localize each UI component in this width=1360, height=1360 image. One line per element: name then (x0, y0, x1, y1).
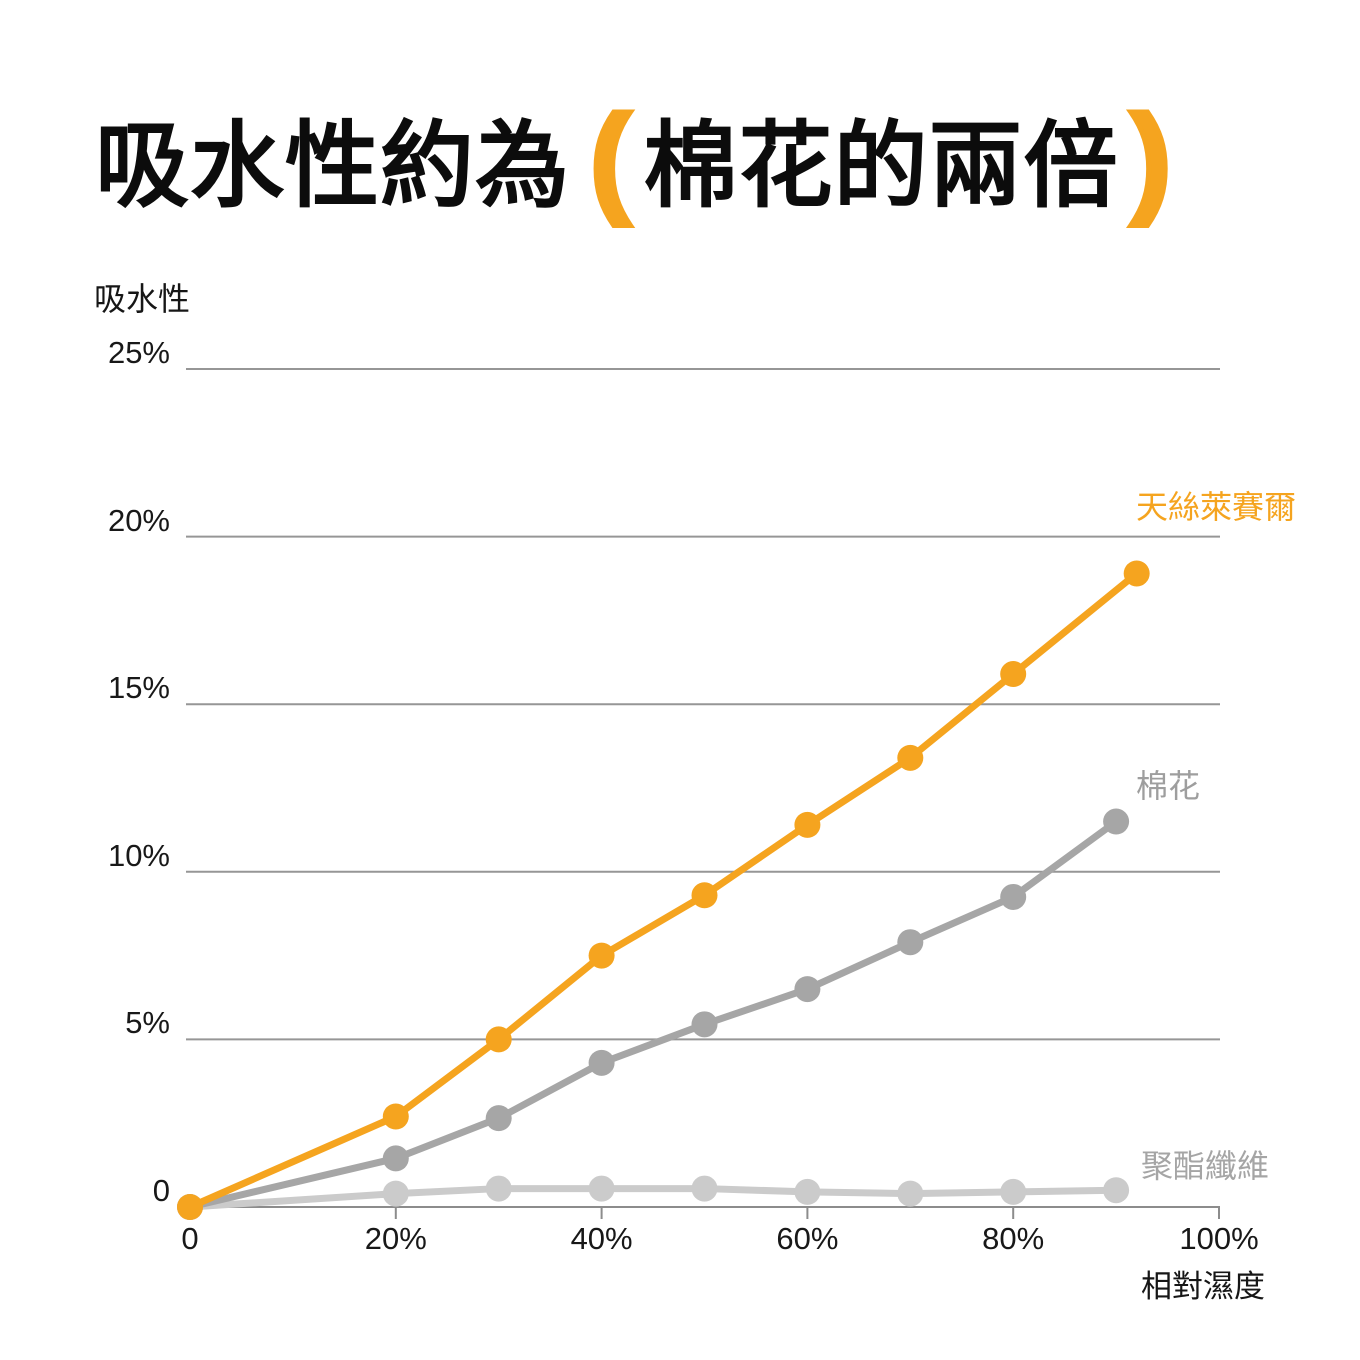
data-point (794, 976, 821, 1003)
x-tick-label-80%: 80% (982, 1221, 1045, 1256)
data-point (177, 1194, 203, 1220)
series-天絲萊賽爾 (177, 560, 1150, 1220)
data-point (485, 1026, 512, 1053)
y-tick-label-25%: 25% (107, 335, 170, 370)
data-point (897, 929, 924, 956)
data-point (485, 1175, 512, 1202)
data-point (1103, 808, 1130, 835)
title-open-paren: ( (588, 90, 634, 226)
y-tick-label-10%: 10% (107, 837, 170, 873)
data-point (588, 1049, 615, 1076)
title-highlight: 棉花的兩倍 (643, 113, 1119, 218)
data-point (1000, 1178, 1027, 1205)
data-point (588, 1175, 615, 1202)
y-tick-label-15%: 15% (107, 670, 170, 706)
data-point (485, 1105, 512, 1132)
y-tick-label-5%: 5% (125, 1005, 170, 1041)
y-tick-label-0: 0 (152, 1173, 170, 1208)
series-line (188, 570, 1139, 1211)
legend-tencel-label: 天絲萊賽爾 (1136, 489, 1297, 525)
data-point (1123, 560, 1150, 587)
x-tick-label-20%: 20% (364, 1221, 427, 1256)
data-point (897, 1180, 924, 1207)
data-point (1000, 661, 1027, 688)
data-point (794, 811, 821, 838)
title-close-paren: ) (1128, 90, 1174, 226)
data-point (588, 942, 615, 969)
x-tick-label-40%: 40% (570, 1221, 633, 1256)
data-point (691, 882, 718, 909)
series-棉花 (177, 808, 1130, 1220)
data-point (1103, 1177, 1130, 1204)
data-point (1000, 883, 1027, 910)
data-point (382, 1145, 409, 1172)
x-tick-label-0: 0 (181, 1221, 199, 1256)
x-axis-title: 相對濕度 (1141, 1269, 1265, 1304)
data-point (382, 1103, 409, 1130)
data-point (691, 1011, 718, 1038)
data-point (794, 1178, 821, 1205)
y-tick-label-20%: 20% (107, 502, 170, 538)
page-title: 吸水性約為 ( 棉花的兩倍 ) (95, 90, 1174, 226)
data-point (897, 744, 924, 771)
x-tick-label-60%: 60% (776, 1221, 839, 1256)
data-point (691, 1175, 718, 1202)
series-聚酯纖維 (177, 1175, 1130, 1220)
x-tick-label-100%: 100% (1179, 1221, 1259, 1256)
legend-cotton-label: 棉花 (1136, 768, 1201, 804)
series-line (189, 1185, 1117, 1211)
y-axis-title: 吸水性 (94, 281, 191, 317)
title-prefix: 吸水性約為 (95, 113, 571, 218)
data-point (382, 1180, 409, 1207)
legend-polyester-label: 聚酯纖維 (1141, 1148, 1270, 1184)
